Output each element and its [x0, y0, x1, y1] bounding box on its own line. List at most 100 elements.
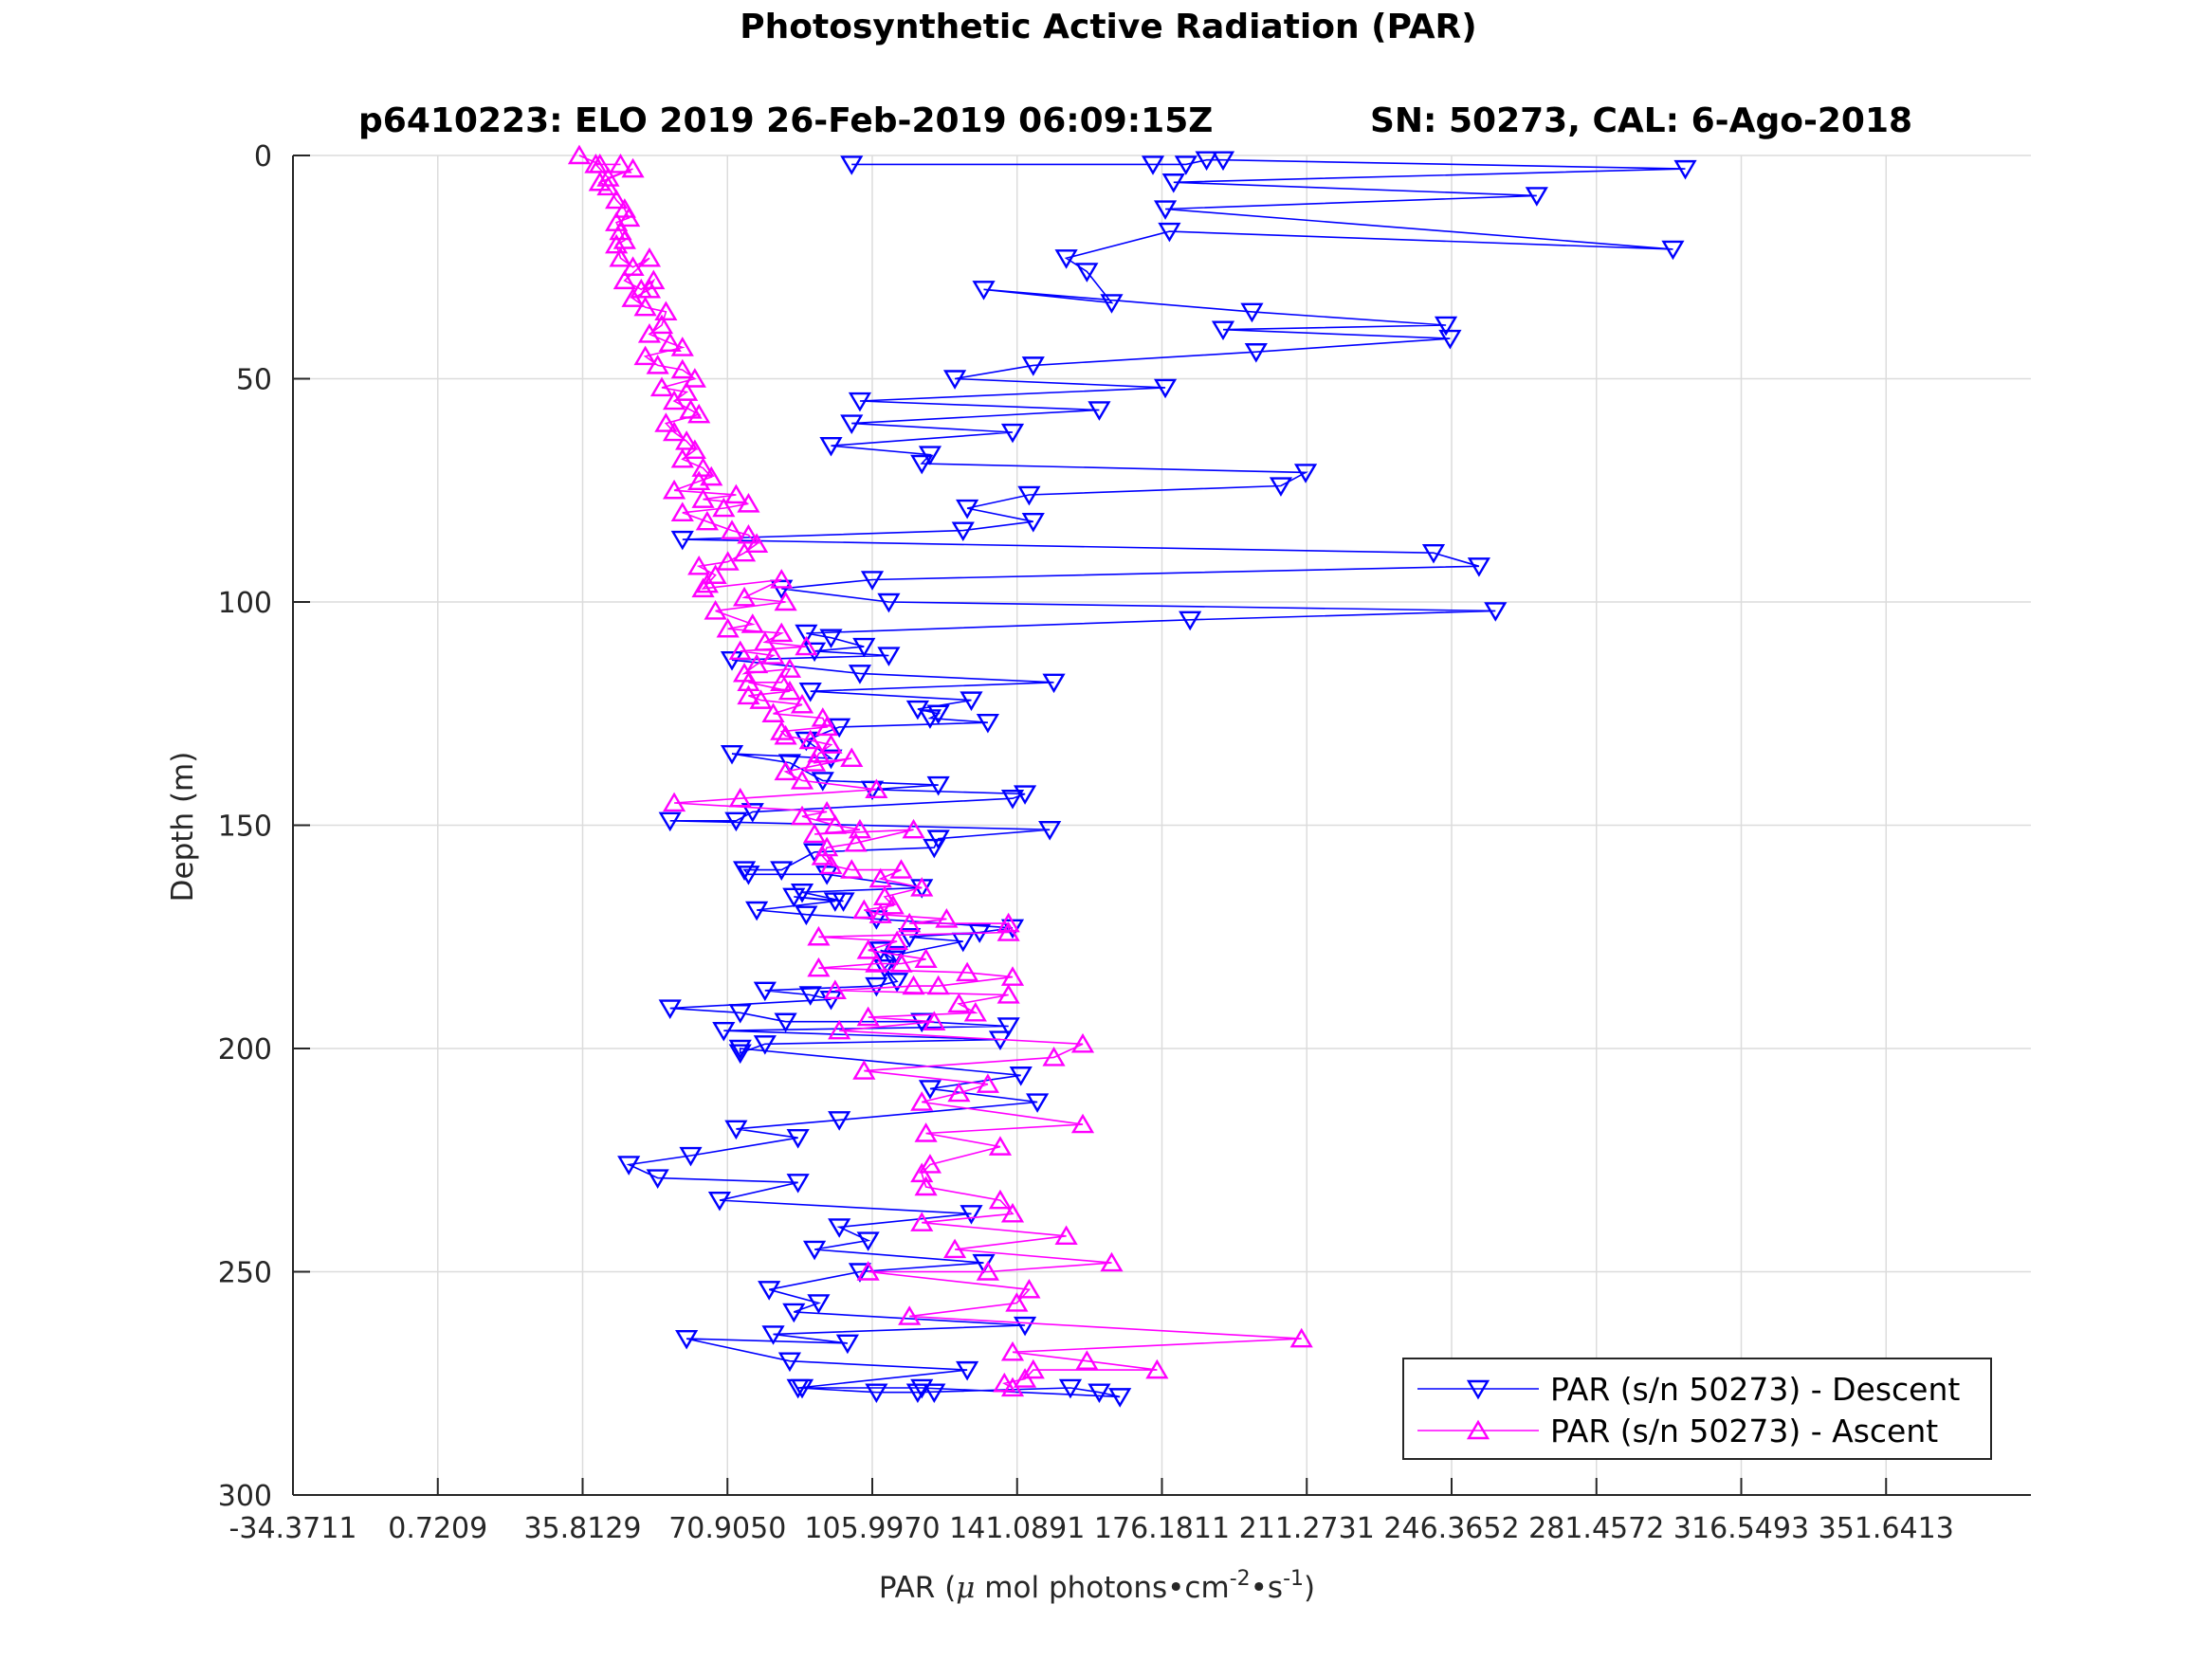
data-point — [737, 523, 760, 544]
data-point — [877, 647, 901, 666]
data-point — [852, 1060, 876, 1080]
data-point — [621, 287, 645, 307]
data-point — [609, 246, 632, 267]
data-point — [852, 637, 876, 658]
x-tick-label: 211.2731 — [1239, 1512, 1375, 1545]
data-point — [716, 617, 740, 638]
data-point — [774, 1012, 797, 1033]
data-point — [740, 613, 764, 633]
data-point — [956, 499, 979, 520]
data-point — [770, 622, 794, 643]
x-tick-label: 105.9970 — [804, 1512, 940, 1545]
data-point — [1525, 187, 1548, 207]
x-tick-label: 70.9050 — [668, 1512, 786, 1545]
data-point — [646, 1169, 669, 1189]
data-point — [865, 976, 888, 997]
data-point — [1013, 1368, 1037, 1388]
data-point — [691, 577, 715, 598]
data-point — [745, 533, 769, 553]
x-tick-label: 316.5493 — [1673, 1512, 1809, 1545]
data-point — [848, 818, 872, 839]
data-point — [819, 629, 843, 649]
data-point — [732, 861, 757, 881]
data-point — [662, 479, 686, 500]
data-point — [675, 1329, 699, 1350]
data-point — [1174, 155, 1197, 175]
data-point — [1269, 477, 1293, 497]
data-point — [910, 454, 934, 475]
data-point — [691, 457, 715, 477]
data-point — [1158, 222, 1181, 243]
data-point — [802, 642, 827, 663]
data-point — [923, 838, 946, 859]
data-point — [621, 157, 645, 178]
axes — [292, 155, 2031, 1496]
data-point — [795, 624, 818, 645]
data-point — [1088, 1383, 1111, 1404]
data-point — [865, 778, 888, 799]
data-point — [886, 973, 909, 993]
y-tick-label: 100 — [218, 587, 272, 620]
series-1 — [567, 144, 1313, 1397]
data-point — [1026, 1093, 1050, 1113]
data-point — [918, 709, 942, 729]
data-point — [1211, 151, 1235, 172]
data-point — [1054, 249, 1078, 269]
data-point — [670, 358, 694, 379]
x-tick-label: 351.6413 — [1819, 1512, 1954, 1545]
legend-swatch-marker — [1466, 1379, 1490, 1400]
data-point — [728, 1039, 752, 1060]
data-point — [886, 930, 909, 951]
data-point — [889, 859, 913, 879]
data-point — [960, 1205, 983, 1225]
data-point — [840, 859, 864, 879]
data-point — [1661, 240, 1685, 261]
data-point — [898, 928, 922, 948]
data-point — [712, 497, 736, 518]
data-point — [774, 760, 797, 781]
data-point — [1179, 611, 1202, 631]
x-tick-label: -34.3711 — [229, 1512, 357, 1545]
data-point — [914, 1176, 938, 1196]
x-tick-labels: -34.3711 0.7209 35.8129 70.9050 105.9970 141.… — [229, 1512, 1954, 1545]
data-point — [658, 332, 682, 353]
data-point — [926, 704, 950, 725]
data-point — [828, 718, 851, 738]
data-point — [1484, 602, 1508, 622]
y-tick-label: 250 — [218, 1257, 272, 1290]
data-point — [1042, 1047, 1066, 1066]
data-point — [1161, 173, 1185, 193]
data-point — [687, 470, 711, 491]
data-point — [898, 912, 922, 933]
data-point — [596, 175, 620, 196]
data-point — [996, 921, 1020, 941]
data-point — [910, 1162, 934, 1183]
data-point — [1438, 329, 1462, 350]
data-point — [1075, 1350, 1099, 1370]
data-point — [633, 296, 657, 317]
data-point — [687, 555, 711, 575]
data-point — [902, 818, 925, 839]
data-point — [617, 1156, 641, 1176]
data-point — [753, 1035, 777, 1055]
data-point — [732, 586, 757, 607]
data-point — [963, 1001, 987, 1022]
data-point — [807, 1294, 831, 1314]
data-point — [761, 645, 785, 665]
data-point — [612, 229, 636, 249]
data-point — [976, 1073, 999, 1093]
data-point — [605, 233, 629, 254]
data-point — [700, 465, 723, 486]
data-point — [988, 1189, 1013, 1210]
data-point — [828, 1111, 851, 1131]
y-tick-label: 300 — [218, 1480, 272, 1513]
data-point — [856, 939, 880, 959]
data-point — [902, 975, 925, 995]
data-point — [617, 207, 641, 228]
data-point — [724, 483, 748, 504]
y-tick-label: 150 — [218, 811, 272, 844]
data-point — [910, 877, 934, 897]
data-point — [790, 693, 814, 714]
y-axis-label: Depth (m) — [166, 752, 200, 902]
